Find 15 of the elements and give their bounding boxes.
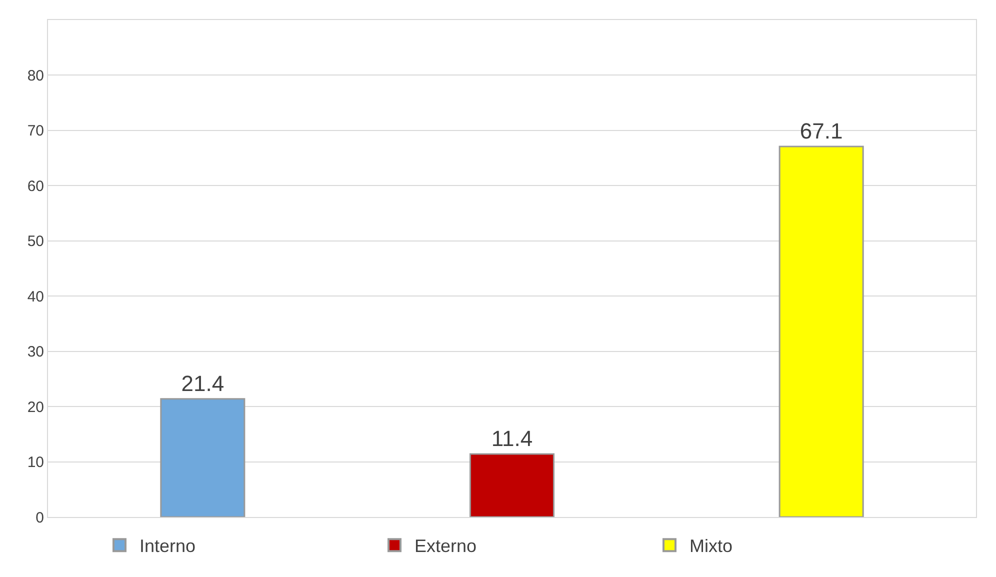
legend-label: Mixto [690, 536, 733, 556]
y-tick-label: 0 [36, 509, 44, 526]
data-label: 21.4 [181, 370, 224, 396]
data-label: 11.4 [491, 426, 533, 452]
y-tick-label: 60 [27, 178, 44, 195]
data-label: 67.1 [800, 118, 843, 144]
y-tick-label: 20 [27, 398, 44, 416]
y-tick-label: 70 [27, 122, 44, 140]
y-tick-label: 50 [27, 233, 44, 250]
y-tick-label: 40 [27, 288, 44, 306]
y-tick-label: 10 [27, 454, 44, 472]
legend-label: Externo [414, 536, 477, 556]
y-tick-label: 30 [27, 344, 44, 361]
y-tick-label: 80 [27, 67, 44, 84]
legend-label: Interno [140, 536, 196, 556]
